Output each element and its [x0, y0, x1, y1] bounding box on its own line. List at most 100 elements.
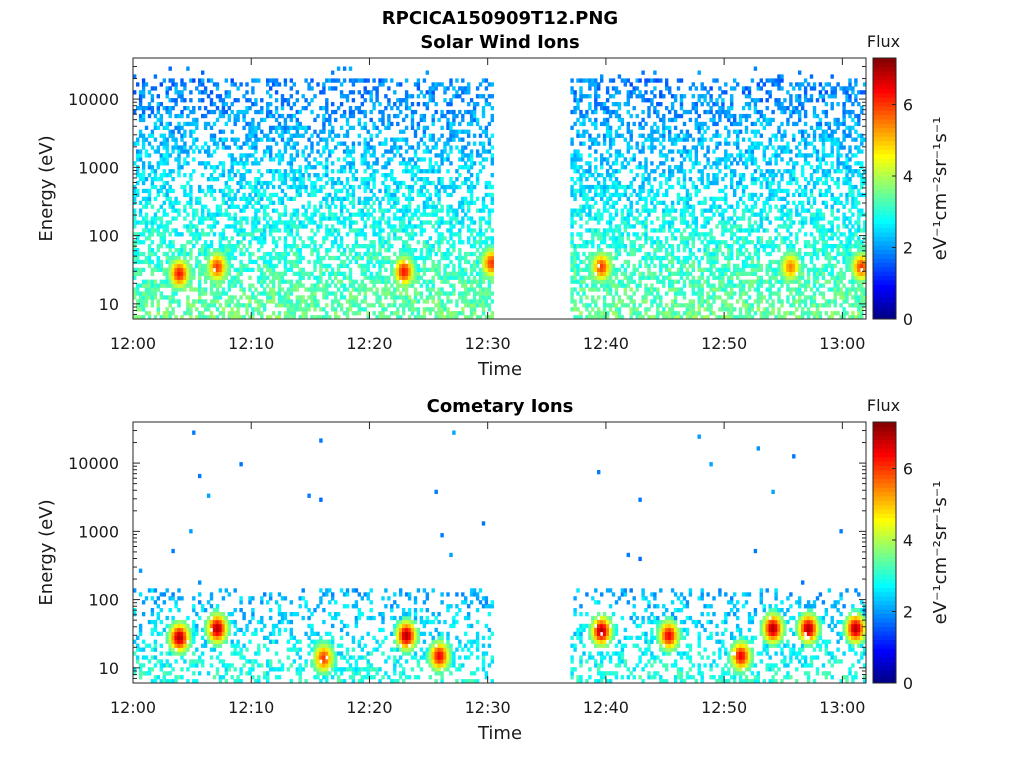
- flux-cell: [452, 188, 456, 194]
- flux-cell: [334, 228, 338, 233]
- flux-cell: [351, 212, 356, 217]
- flux-cell: [183, 216, 187, 221]
- flux-cell: [679, 113, 684, 119]
- flux-cell: [425, 149, 429, 154]
- flux-cell: [150, 169, 155, 174]
- flux-cell: [688, 236, 693, 241]
- flux-cell: [416, 86, 421, 91]
- flux-cell: [440, 307, 444, 312]
- flux-cell: [431, 244, 435, 249]
- flux-cell: [387, 157, 391, 162]
- flux-cell: [697, 200, 701, 205]
- flux-cell: [363, 212, 367, 217]
- flux-cell: [665, 291, 669, 296]
- flux-cell: [283, 141, 288, 146]
- flux-cell: [679, 216, 684, 221]
- flux-cell: [431, 259, 435, 265]
- flux-cell: [289, 224, 293, 229]
- flux-cell: [366, 200, 370, 205]
- flux-cell: [617, 125, 622, 130]
- flux-cell: [251, 315, 255, 320]
- flux-cell: [168, 78, 172, 83]
- flux-cell: [360, 279, 364, 284]
- flux-cell: [369, 287, 373, 292]
- flux-cell: [691, 236, 695, 241]
- flux-cell: [393, 153, 397, 158]
- flux-cell: [147, 255, 152, 261]
- flux-cell: [419, 113, 424, 119]
- flux-cell: [591, 78, 595, 83]
- flux-cell: [165, 251, 169, 257]
- flux-cell: [638, 259, 642, 265]
- flux-cell: [260, 109, 264, 115]
- flux-cell: [168, 109, 172, 115]
- flux-cell: [570, 251, 574, 257]
- flux-cell: [283, 125, 288, 130]
- flux-cell: [159, 102, 163, 107]
- flux-cell: [363, 196, 367, 201]
- flux-cell: [579, 279, 583, 284]
- flux-cell: [269, 200, 273, 205]
- flux-cell: [585, 200, 589, 205]
- flux-cell: [638, 244, 642, 249]
- flux-cell: [653, 192, 657, 198]
- flux-cell: [298, 248, 302, 253]
- flux-cell: [369, 117, 373, 123]
- flux-cell: [260, 180, 264, 186]
- flux-cell: [659, 259, 663, 265]
- flux-cell: [413, 153, 418, 158]
- flux-cell: [292, 251, 296, 257]
- flux-cell: [670, 283, 675, 288]
- flux-cell: [239, 251, 243, 257]
- flux-cell: [218, 255, 223, 261]
- flux-cell: [218, 275, 223, 280]
- flux-cell: [632, 248, 636, 253]
- flux-cell: [691, 287, 695, 292]
- flux-cell: [351, 173, 356, 178]
- flux-cell: [455, 315, 459, 320]
- flux-cell: [662, 263, 666, 269]
- flux-cell: [227, 184, 231, 190]
- flux-cell: [150, 251, 155, 257]
- flux-cell: [189, 307, 193, 312]
- flux-cell: [177, 125, 181, 130]
- flux-cell: [665, 86, 669, 91]
- flux-cell: [676, 165, 681, 170]
- flux-cell: [650, 102, 654, 107]
- flux-cell: [437, 287, 441, 292]
- flux-cell: [387, 259, 391, 265]
- flux-cell: [245, 133, 249, 138]
- flux-cell: [419, 117, 424, 123]
- flux-cell: [644, 283, 648, 288]
- flux-cell: [263, 180, 267, 186]
- flux-cell: [591, 141, 595, 146]
- flux-cell: [402, 311, 406, 316]
- flux-cell: [428, 248, 432, 253]
- flux-cell: [136, 267, 140, 272]
- flux-cell: [487, 295, 492, 300]
- flux-cell: [177, 153, 181, 158]
- flux-cell: [399, 145, 403, 150]
- flux-cell: [325, 228, 329, 233]
- flux-cell: [402, 283, 406, 288]
- flux-cell: [390, 177, 394, 182]
- flux-cell: [319, 263, 323, 269]
- flux-cell: [224, 208, 228, 213]
- flux-cell: [357, 106, 361, 111]
- flux-cell: [310, 315, 314, 320]
- flux-cell: [325, 315, 329, 320]
- flux-cell: [404, 125, 409, 130]
- flux-cell: [183, 244, 187, 249]
- flux-cell: [682, 212, 687, 217]
- flux-cell: [209, 137, 214, 142]
- flux-cell: [579, 295, 583, 300]
- flux-cell: [351, 303, 356, 308]
- flux-cell: [602, 255, 607, 261]
- flux-cell: [298, 125, 302, 130]
- flux-cell: [165, 161, 169, 166]
- flux-cell: [221, 145, 226, 150]
- flux-cell: [319, 315, 323, 320]
- flux-cell: [600, 196, 604, 201]
- flux-cell: [694, 106, 698, 111]
- flux-cell: [354, 279, 359, 284]
